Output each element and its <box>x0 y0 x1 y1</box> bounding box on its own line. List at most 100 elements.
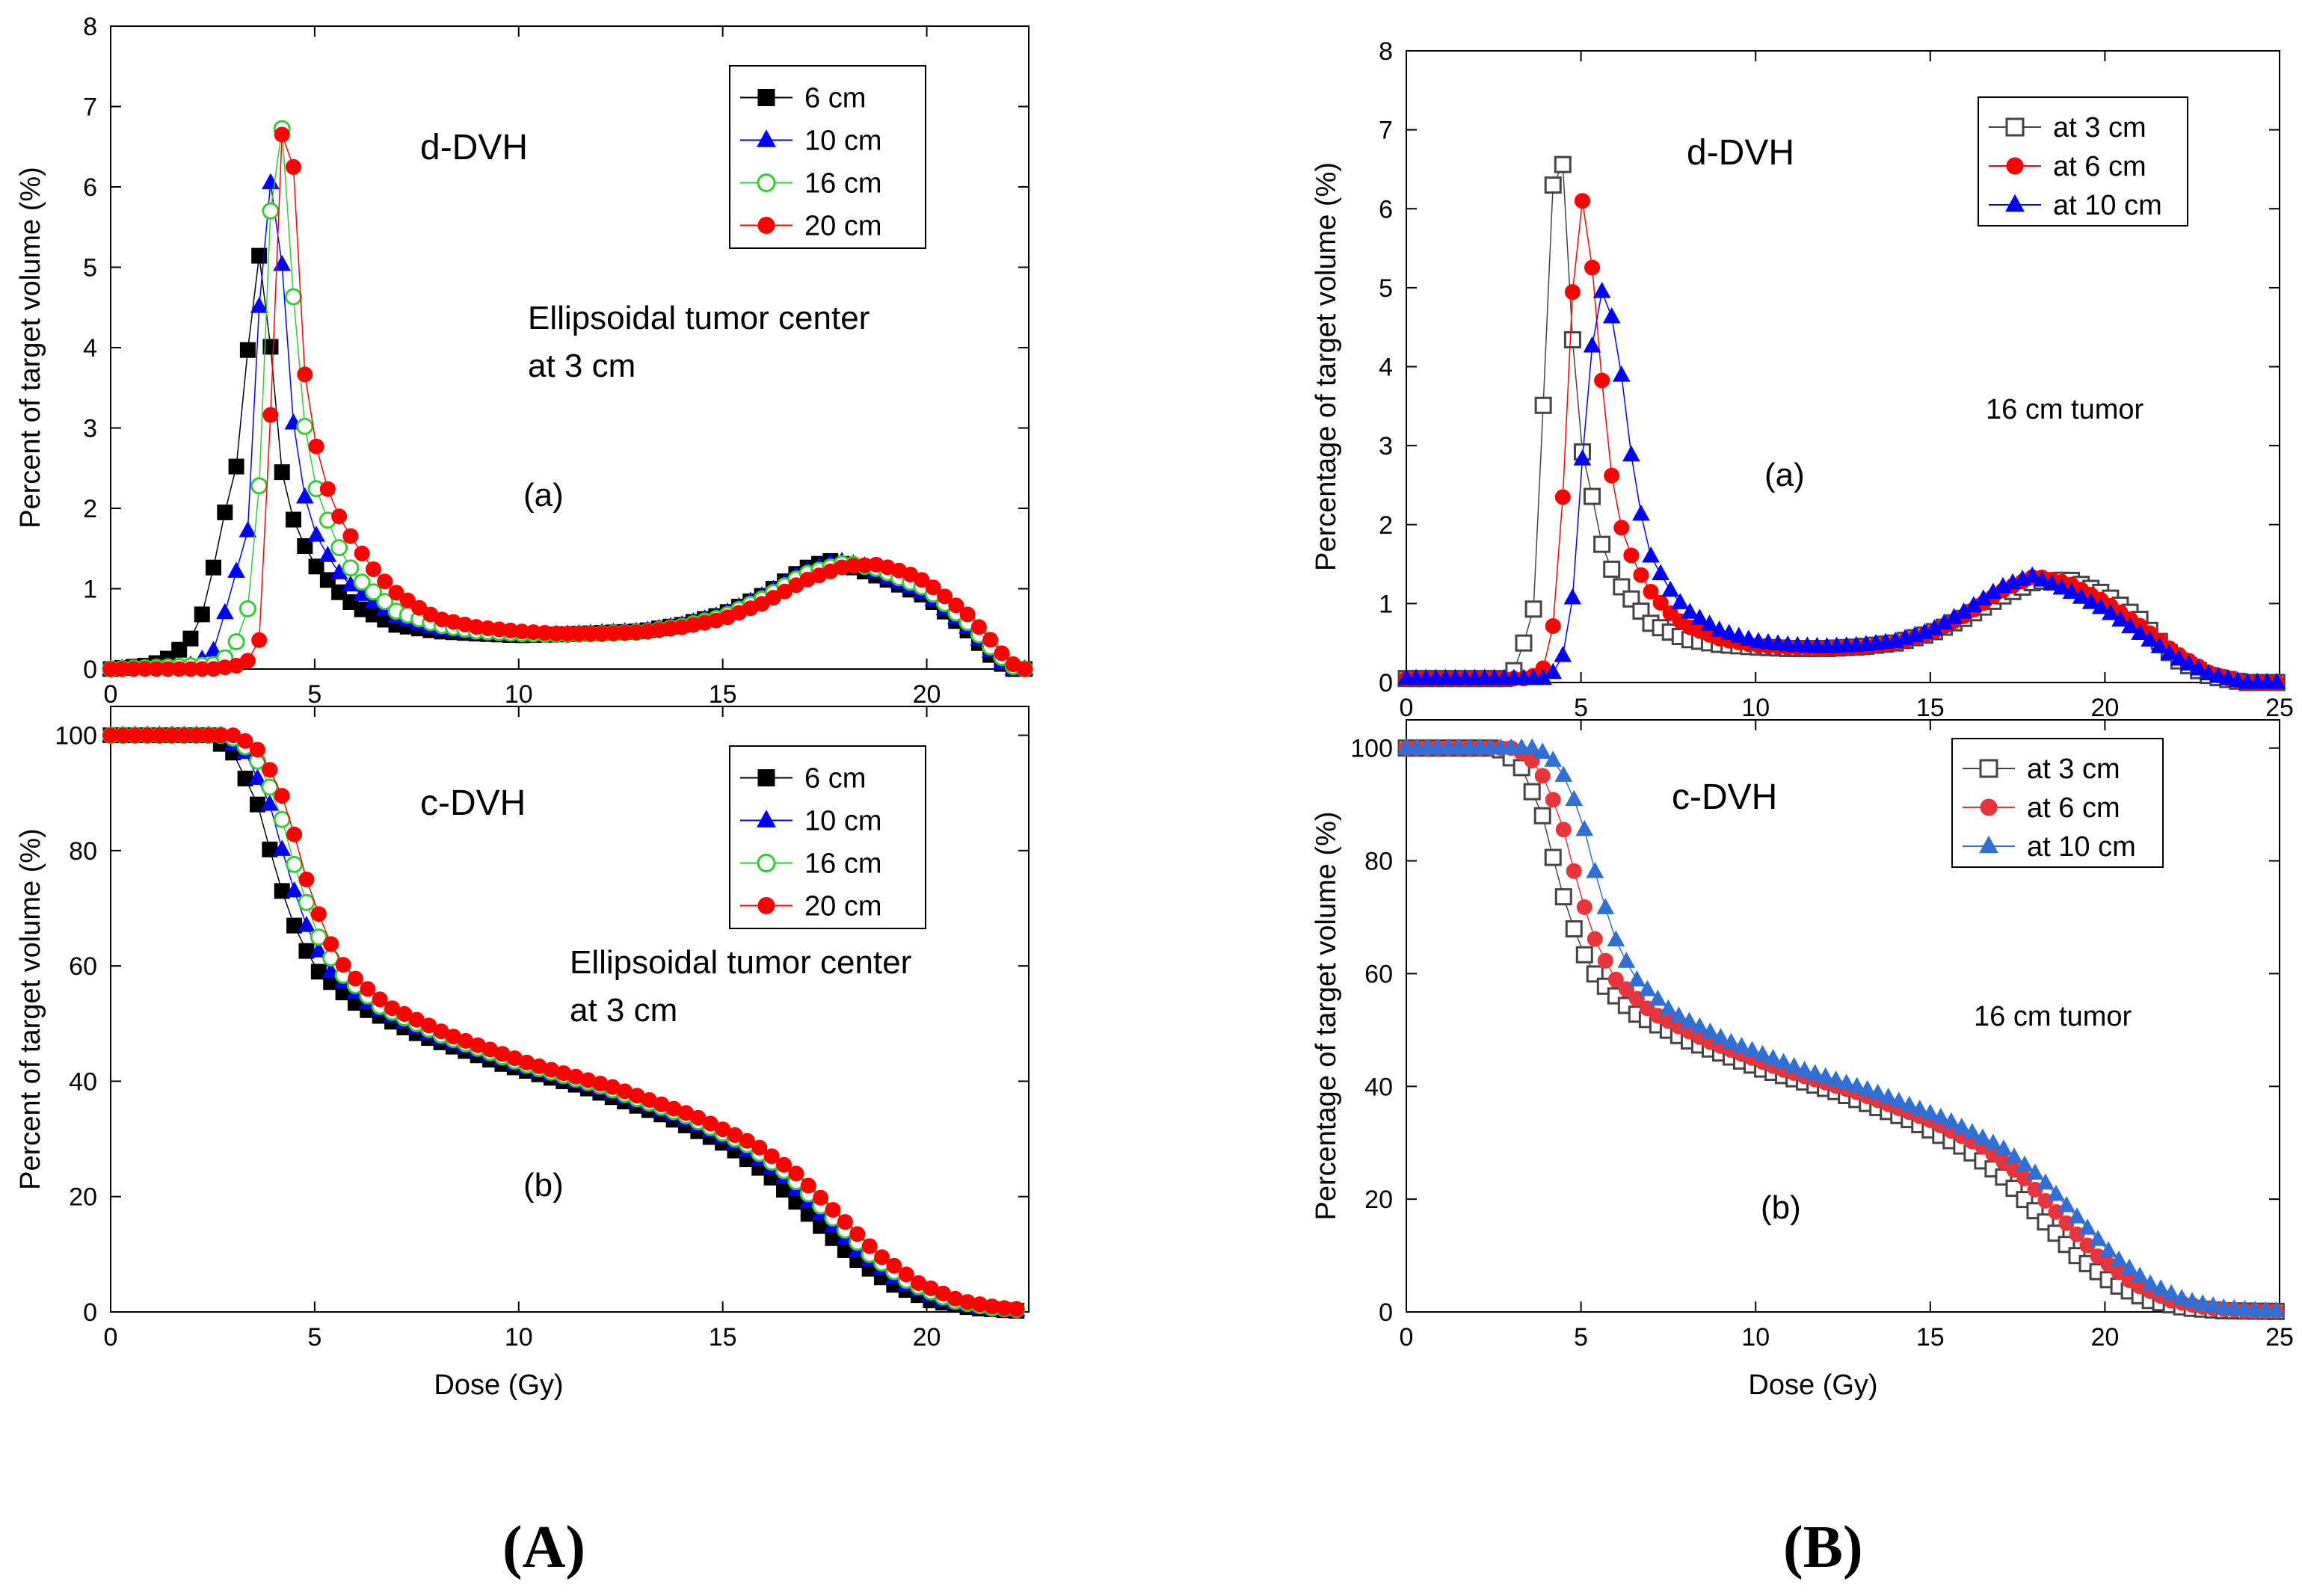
y-tick-label: 2 <box>1379 511 1393 540</box>
data-point <box>297 538 313 555</box>
data-point <box>1701 1022 1720 1039</box>
data-point <box>2043 574 2061 591</box>
legend-marker <box>757 854 776 872</box>
annotation-text: 16 cm tumor <box>1974 1001 2132 1032</box>
data-point <box>2131 623 2149 641</box>
data-point <box>1732 1037 1751 1053</box>
data-point <box>335 957 351 973</box>
data-point <box>251 632 268 648</box>
y-axis-label: Percent of target volume (%) <box>15 828 46 1190</box>
data-point <box>262 173 280 190</box>
data-point <box>318 546 337 562</box>
data-point <box>285 288 303 306</box>
chart-title: c-DVH <box>420 783 526 823</box>
data-point <box>217 504 233 520</box>
data-point <box>295 487 314 504</box>
data-point <box>298 871 315 887</box>
data-point <box>331 508 348 525</box>
legend-label: 6 cm <box>804 83 866 114</box>
data-point <box>2268 672 2286 689</box>
data-point <box>1575 946 1593 964</box>
data-point <box>1659 999 1678 1016</box>
data-point <box>215 603 234 620</box>
data-point <box>274 788 290 804</box>
y-tick-label: 80 <box>1364 848 1393 876</box>
data-point <box>319 481 336 497</box>
legend-marker <box>1979 835 1998 854</box>
data-point <box>849 1226 866 1242</box>
data-point <box>1623 547 1640 564</box>
data-point <box>1858 1079 1877 1097</box>
data-point <box>1711 1028 1730 1044</box>
data-point <box>763 1148 780 1165</box>
data-point <box>2047 1184 2065 1201</box>
data-point <box>1681 603 1699 619</box>
chart-title: c-DVH <box>1672 777 1777 817</box>
data-point <box>1837 1073 1856 1090</box>
x-tick-label: 0 <box>1400 694 1414 722</box>
plot-frame <box>110 706 1030 1313</box>
y-tick-label: 1 <box>1379 590 1393 618</box>
data-point <box>307 526 325 542</box>
legend-marker <box>757 769 775 786</box>
data-point <box>250 297 268 313</box>
x-tick-label: 0 <box>1400 1323 1414 1352</box>
data-point <box>2189 659 2208 676</box>
chart-b-top: 0 5 10 15 20 25 0 1 2 3 4 5 6 7 8 Percentage of target … <box>1311 37 2294 722</box>
annotation-text: Ellipsoidal tumor center <box>570 944 911 981</box>
data-point <box>1533 807 1551 825</box>
data-point <box>2089 1230 2107 1246</box>
data-point <box>273 839 292 856</box>
data-point <box>2150 637 2169 653</box>
data-point <box>2078 1218 2096 1235</box>
data-point <box>1584 487 1601 505</box>
data-point <box>937 588 953 605</box>
data-point <box>1931 1107 1950 1124</box>
data-point <box>285 881 304 898</box>
legend-label: at 10 cm <box>2053 190 2162 221</box>
data-point <box>1554 155 1572 173</box>
data-point <box>1593 535 1611 553</box>
data-point <box>1984 1133 2002 1150</box>
data-point <box>1633 567 1649 583</box>
legend-label: 16 cm <box>804 168 881 200</box>
data-point <box>262 202 280 220</box>
data-point <box>310 906 327 922</box>
data-point <box>1563 331 1581 349</box>
data-point <box>788 1165 804 1182</box>
data-point <box>1534 396 1552 414</box>
data-point <box>372 991 388 1008</box>
data-point <box>182 630 199 647</box>
data-point <box>837 1214 853 1230</box>
data-point <box>874 1249 890 1266</box>
data-point <box>250 477 268 495</box>
data-point <box>1710 620 1729 637</box>
legend-marker <box>757 217 775 234</box>
data-point <box>1576 899 1592 915</box>
data-point <box>1868 1083 1887 1100</box>
data-point <box>251 247 268 264</box>
legend: 6 cm 10 cm 16 cm 20 cm <box>729 65 926 249</box>
series-at-10-cm <box>1397 282 2286 689</box>
y-tick-label: 5 <box>1379 274 1393 303</box>
data-point <box>239 342 256 358</box>
y-tick-label: 7 <box>1379 117 1393 145</box>
legend: 6 cm 10 cm 16 cm 20 cm <box>729 745 926 929</box>
chart-b-bottom: 0 5 10 15 20 25 0 20 40 60 80 100 Percentage of targ… <box>1311 719 2294 1401</box>
data-point <box>330 539 348 557</box>
data-point <box>273 254 292 271</box>
x-tick-label: 5 <box>1574 694 1588 722</box>
annotation-text: at 3 cm <box>528 348 635 384</box>
data-point <box>1617 952 1636 968</box>
series-at-10-cm <box>1397 738 2286 1318</box>
series-20-cm <box>102 727 1025 1317</box>
data-point <box>2235 1299 2254 1316</box>
data-point <box>1607 971 1624 988</box>
data-point <box>296 417 314 435</box>
data-point <box>2204 1296 2223 1313</box>
data-point <box>1690 1017 1709 1034</box>
x-tick-label: 10 <box>505 680 533 709</box>
series-20-cm <box>102 126 1033 677</box>
legend-label: 16 cm <box>804 848 881 880</box>
